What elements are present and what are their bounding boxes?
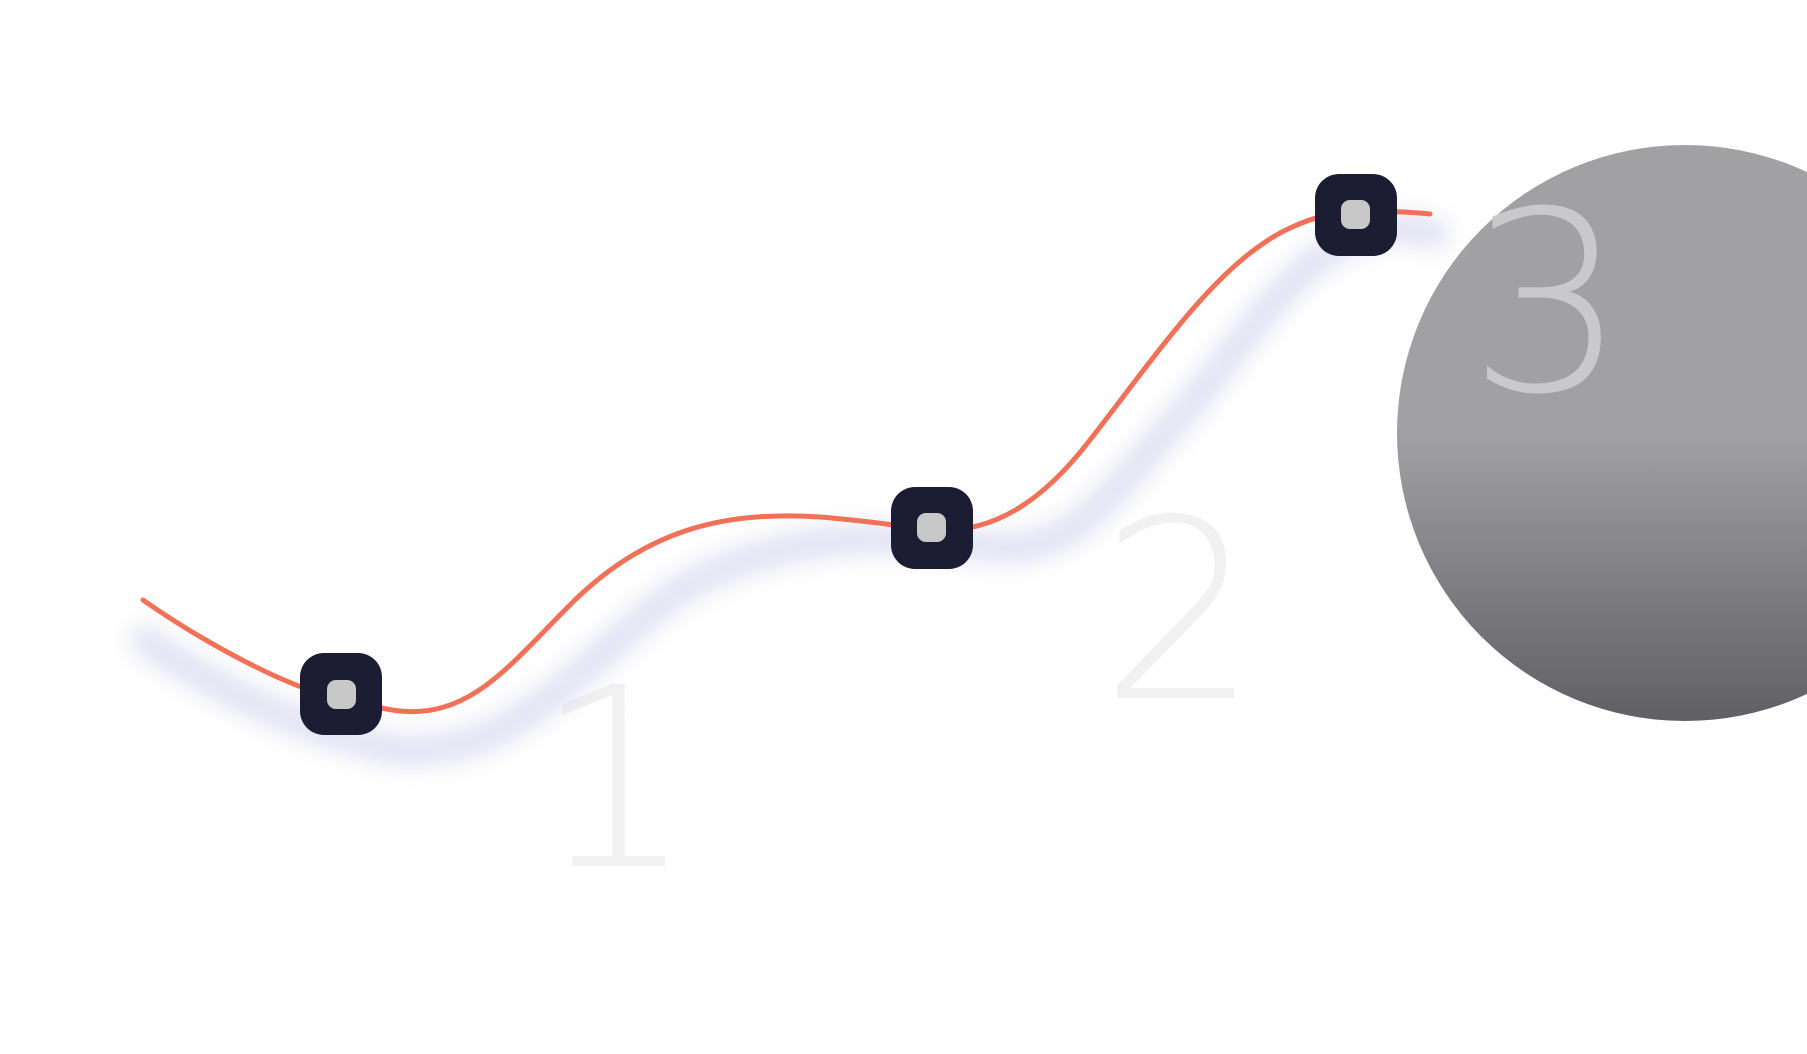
timeline-path [140,208,1433,715]
highlight-disc [1397,145,1807,721]
waypoint-core [327,680,356,709]
waypoint-marker-3[interactable] [1315,174,1397,256]
waypoint-core [917,513,946,542]
step-number-3: 3 [1468,158,1627,449]
waypoint-core [1341,200,1370,229]
waypoint-marker-1[interactable] [300,653,382,735]
step-number-2: 2 [1100,466,1259,757]
waypoint-marker-2[interactable] [891,487,973,569]
